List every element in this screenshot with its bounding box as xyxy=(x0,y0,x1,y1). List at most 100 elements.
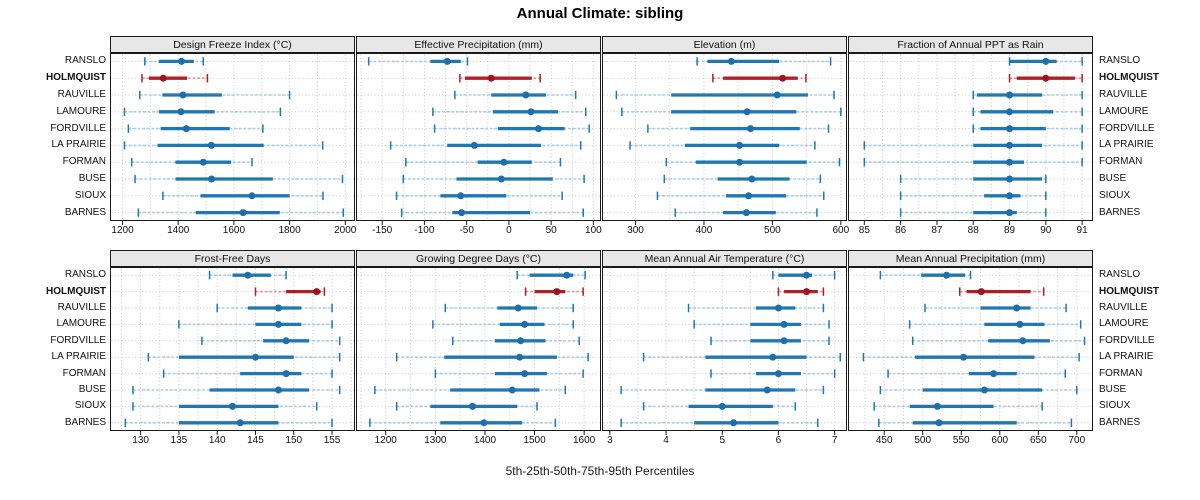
percentile-row-rauville xyxy=(615,90,835,100)
station-label-left-la-prairie: LA PRAIRIE xyxy=(51,351,106,363)
percentile-row-barnes xyxy=(400,208,585,217)
percentile-row-buse xyxy=(899,174,1047,184)
percentile-row-rauville xyxy=(972,90,1083,100)
percentile-row-sioux xyxy=(395,191,563,200)
station-label-right-lamoure: LAMOURE xyxy=(1099,318,1149,330)
percentile-row-ranslo xyxy=(696,57,832,66)
percentile-row-rauville xyxy=(454,90,577,100)
axis-tick-label: 88 xyxy=(967,225,979,236)
station-label-right-barnes: BARNES xyxy=(1099,206,1141,218)
axis-tick-label: 1400 xyxy=(167,225,190,236)
percentile-row-fordville xyxy=(201,336,341,345)
axis-tick-label: 6 xyxy=(775,435,782,446)
percentile-row-sioux xyxy=(656,191,825,200)
axis-tick-label: 450 xyxy=(875,435,893,446)
panel-mean-annual-air-temperature-c- xyxy=(602,267,847,435)
axis-tick-label: 91 xyxy=(1076,225,1088,236)
station-label-right-sioux: SIOUX xyxy=(1099,189,1131,201)
panel-title: Mean Annual Precipitation (mm) xyxy=(895,252,1046,265)
panel-growing-degree-days-c- xyxy=(356,267,601,435)
station-label-right-forman: FORMAN xyxy=(1099,156,1143,168)
percentile-row-ranslo xyxy=(516,271,586,280)
percentile-row-la-prairie xyxy=(642,353,842,362)
percentile-row-la-prairie xyxy=(629,141,816,150)
percentile-row-forman xyxy=(162,369,333,378)
panel-strip-design-freeze-index-c-: Design Freeze Index (°C) xyxy=(110,36,355,53)
panel-title: Growing Degree Days (°C) xyxy=(416,252,541,265)
gridlines xyxy=(111,54,354,220)
percentile-row-barnes xyxy=(620,418,819,427)
percentile-row-lamoure xyxy=(123,107,282,116)
axis-tick-label: 1200 xyxy=(111,225,134,236)
station-label-left-lamoure: LAMOURE xyxy=(56,318,106,330)
station-label-right-holmquist: HOLMQUIST xyxy=(1099,285,1159,297)
station-label-right-holmquist: HOLMQUIST xyxy=(1099,72,1159,84)
percentile-row-sioux xyxy=(873,402,1043,411)
chart-title: Annual Climate: sibling xyxy=(516,5,684,22)
panel-design-freeze-index-c- xyxy=(110,53,355,225)
station-label-left-rauville: RAUVILLE xyxy=(57,89,106,100)
axis-tick-label: 150 xyxy=(285,435,303,446)
panel-title: Elevation (m) xyxy=(693,38,756,51)
percentile-row-barnes xyxy=(674,208,818,217)
axis-tick-label: 130 xyxy=(132,435,149,446)
station-label-left-holmquist: HOLMQUIST xyxy=(46,285,106,297)
percentile-row-buse xyxy=(663,174,822,184)
panel-title: Design Freeze Index (°C) xyxy=(173,38,292,51)
percentile-row-barnes xyxy=(124,418,333,427)
percentile-row-fordville xyxy=(911,336,1086,345)
percentile-row-sioux xyxy=(132,402,318,411)
panel-fraction-of-annual-ppt-as-rain xyxy=(848,53,1093,225)
percentiles-caption: 5th-25th-50th-75th-95th Percentiles xyxy=(505,464,695,478)
axis-tick-label: 100 xyxy=(585,225,602,236)
percentile-row-la-prairie xyxy=(147,353,341,362)
percentile-row-forman xyxy=(405,158,562,167)
station-label-right-ranslo: RANSLO xyxy=(1099,269,1141,281)
percentile-row-la-prairie xyxy=(123,141,324,150)
panel-strip-mean-annual-precipitation-mm-: Mean Annual Precipitation (mm) xyxy=(848,250,1093,267)
percentile-row-lamoure xyxy=(693,320,830,329)
percentile-row-fordville xyxy=(451,336,580,345)
axis-tick-label: 650 xyxy=(1029,435,1047,446)
percentile-row-buse xyxy=(879,385,1078,395)
station-label-left-lamoure: LAMOURE xyxy=(56,105,106,117)
station-label-right-buse: BUSE xyxy=(1099,384,1127,395)
axis-tick-label: 7 xyxy=(831,435,838,446)
station-label-left-buse: BUSE xyxy=(78,173,106,184)
axis-tick-label: 600 xyxy=(832,225,850,236)
axis-tick-label: 135 xyxy=(170,435,188,446)
percentile-row-rauville xyxy=(924,303,1067,313)
station-label-left-sioux: SIOUX xyxy=(74,400,106,412)
percentile-row-buse xyxy=(620,385,825,395)
percentile-row-ranslo xyxy=(772,271,836,280)
axis-tick-label: 400 xyxy=(695,225,713,236)
axis-tick-label: 86 xyxy=(895,225,907,236)
axis-tick-label: 140 xyxy=(208,435,226,446)
station-label-right-la-prairie: LA PRAIRIE xyxy=(1099,351,1154,363)
axis-tick-label: 1200 xyxy=(374,435,397,446)
panel-title: Effective Precipitation (mm) xyxy=(414,38,543,51)
panel-strip-growing-degree-days-c-: Growing Degree Days (°C) xyxy=(356,250,601,267)
percentile-row-la-prairie xyxy=(389,141,582,150)
station-label-left-sioux: SIOUX xyxy=(74,189,106,201)
station-label-right-buse: BUSE xyxy=(1099,173,1127,184)
percentile-row-lamoure xyxy=(432,320,574,329)
percentile-row-fordville xyxy=(127,124,264,133)
panel-elevation-m- xyxy=(602,53,847,225)
panel-strip-elevation-m-: Elevation (m) xyxy=(602,36,847,53)
axis-tick-label: 85 xyxy=(858,225,870,236)
panel-strip-frost-free-days: Frost-Free Days xyxy=(110,250,355,267)
percentile-row-lamoure xyxy=(432,107,587,116)
percentile-row-fordville xyxy=(710,336,830,345)
percentile-row-sioux xyxy=(162,191,324,200)
station-label-right-barnes: BARNES xyxy=(1099,416,1141,428)
station-label-right-lamoure: LAMOURE xyxy=(1099,105,1149,117)
axis-tick-label: -150 xyxy=(372,225,393,236)
axis-tick-label: 50 xyxy=(545,225,557,236)
percentile-row-ranslo xyxy=(1008,57,1083,66)
axis-tick-label: 500 xyxy=(764,225,781,236)
station-label-right-rauville: RAUVILLE xyxy=(1099,302,1148,313)
panel-title: Fraction of Annual PPT as Rain xyxy=(897,38,1044,51)
panel-effective-precipitation-mm- xyxy=(356,53,601,225)
